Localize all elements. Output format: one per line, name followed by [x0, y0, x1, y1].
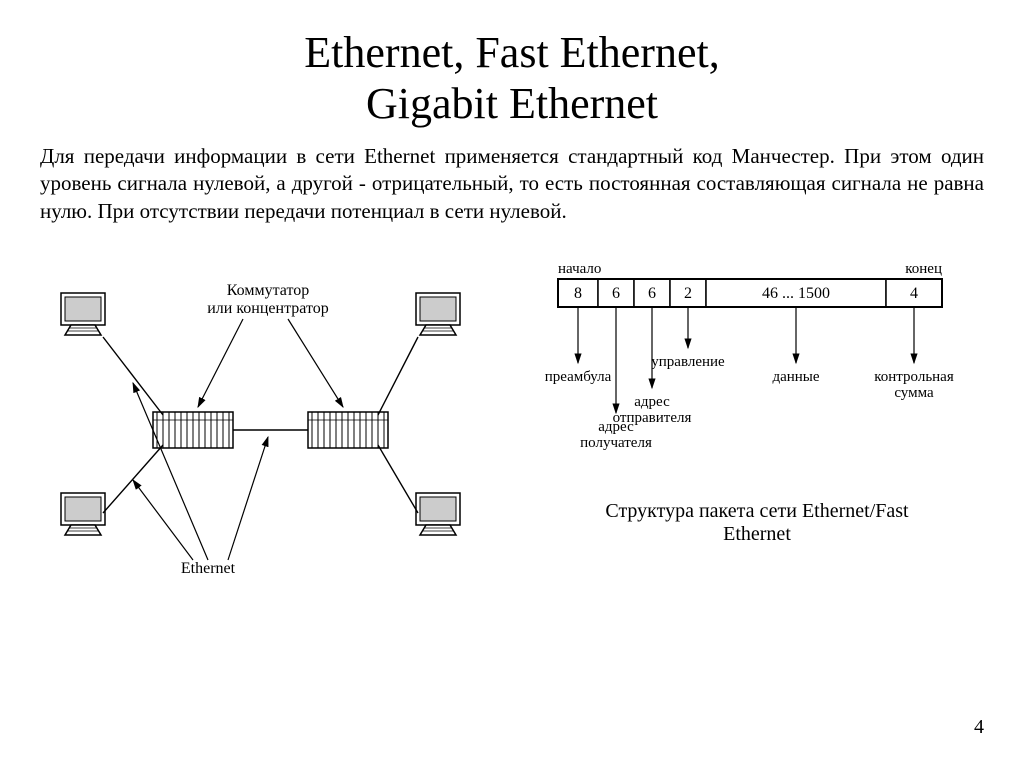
frame-end-label: конец [905, 261, 942, 277]
hub-label-l2: или концентратор [207, 300, 329, 317]
frame-field-label: отправителя [613, 410, 692, 426]
frame-field-label: данные [772, 369, 819, 385]
ethernet-label: Ethernet [181, 560, 236, 577]
frame-cell-value: 6 [612, 285, 620, 302]
frame-svg: начало8преамбула6адресполучателя6адресот… [508, 255, 1006, 485]
hub-icon [308, 412, 388, 448]
network-svg: Коммутатор или концентратор Ethernet [18, 255, 508, 585]
diagrams-row: Коммутатор или концентратор Ethernet нач… [0, 255, 1024, 590]
hub-label-l1: Коммутатор [227, 282, 309, 299]
frame-cell-value: 2 [684, 285, 692, 302]
frame-cell-value: 46 ... 1500 [762, 285, 830, 302]
frame-field-label: преамбула [545, 369, 612, 385]
frame-cell-value: 4 [910, 285, 918, 302]
frame-field-label: управление [651, 354, 725, 370]
frame-cell-value: 6 [648, 285, 656, 302]
frame-field-label: сумма [894, 385, 934, 401]
computer-icon [61, 293, 105, 335]
title-line2: Gigabit Ethernet [366, 79, 658, 128]
frame-cell-value: 8 [574, 285, 582, 302]
hub-icon [153, 412, 233, 448]
frame-field-label: адрес [634, 394, 670, 410]
frame-start-label: начало [558, 261, 601, 277]
caption-l1: Структура пакета сети Ethernet/Fast [605, 500, 908, 522]
frame-field-label: контрольная [874, 369, 954, 385]
title-line1: Ethernet, Fast Ethernet, [304, 28, 719, 77]
computer-icon [416, 293, 460, 335]
frame-caption: Структура пакета сети Ethernet/Fast Ethe… [508, 500, 1006, 546]
frame-field-label: получателя [580, 435, 652, 451]
page-title: Ethernet, Fast Ethernet, Gigabit Etherne… [0, 0, 1024, 129]
caption-l2: Ethernet [723, 523, 791, 545]
computer-icon [416, 493, 460, 535]
network-diagram: Коммутатор или концентратор Ethernet [18, 255, 508, 590]
computer-icon [61, 493, 105, 535]
page-number: 4 [974, 716, 984, 739]
frame-diagram: начало8преамбула6адресполучателя6адресот… [508, 255, 1006, 590]
body-paragraph: Для передачи информации в сети Ethernet … [0, 129, 1024, 225]
